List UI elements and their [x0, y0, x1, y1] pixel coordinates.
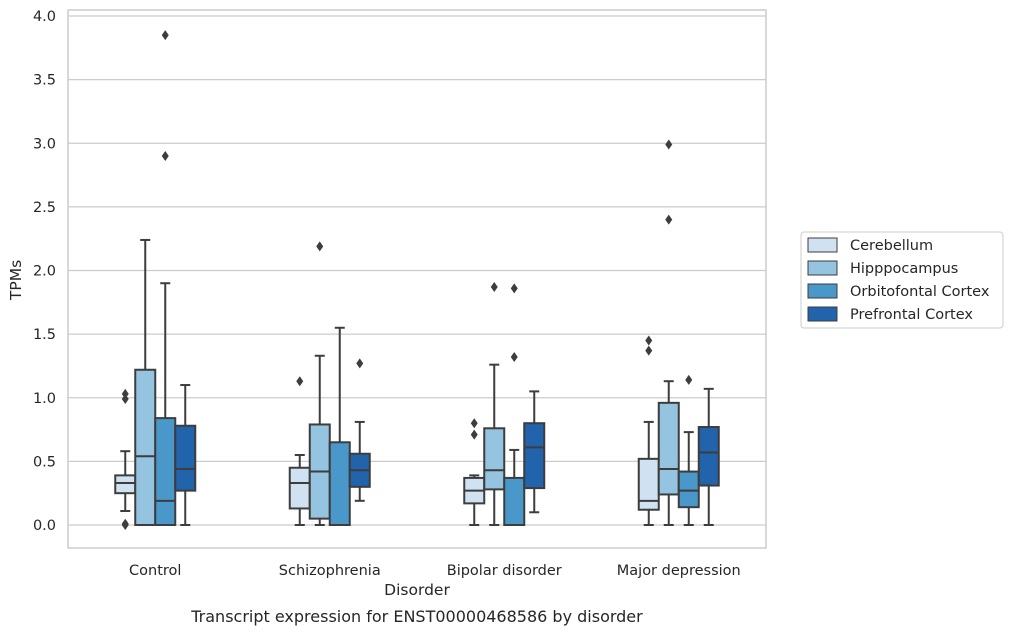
legend-swatch-0	[807, 237, 838, 253]
box-0-1	[134, 238, 157, 526]
box-body	[134, 368, 157, 526]
box-body	[503, 476, 526, 527]
y-tick-label-8: 4.0	[33, 9, 56, 25]
legend-swatch-3	[807, 306, 838, 322]
chart-caption: Transcript expression for ENST0000046858…	[190, 607, 643, 626]
box-2-3	[523, 390, 546, 514]
outlier-point-0	[316, 241, 324, 252]
box-3-0	[637, 335, 660, 526]
plot-frame	[67, 9, 767, 549]
legend-entry-2: Orbitofontal Cortex	[850, 284, 990, 300]
outlier-point-1	[665, 214, 673, 225]
legend-frame	[800, 231, 1004, 329]
y-tick-label-3: 1.5	[33, 327, 56, 343]
y-axis-label: TPMs	[7, 260, 25, 301]
box-body	[174, 424, 197, 492]
box-body	[677, 470, 700, 509]
outlier-point-0	[645, 335, 653, 346]
outlier-point-0	[161, 30, 169, 41]
box-3-2	[677, 374, 700, 526]
y-tick-label-0: 0.0	[33, 518, 56, 534]
legend-entry-0: Cerebellum	[850, 238, 933, 254]
x-tick-label-0: Control	[129, 563, 181, 579]
outlier-point-0	[665, 139, 673, 150]
box-plots	[114, 30, 720, 530]
box-0-0	[114, 388, 137, 530]
y-tick-label-4: 2.0	[33, 264, 56, 280]
outlier-point-1	[161, 150, 169, 161]
x-tick-label-1: Schizophrenia	[279, 563, 381, 579]
x-axis-label: Disorder	[384, 581, 450, 599]
y-tick-label-7: 3.5	[33, 73, 56, 89]
outlier-point-0	[121, 388, 129, 399]
box-body	[523, 422, 546, 490]
box-3-3	[697, 387, 720, 526]
y-tick-label-6: 3.0	[33, 136, 56, 152]
box-body	[328, 441, 351, 527]
box-3-1	[657, 139, 680, 526]
box-2-2	[503, 283, 526, 527]
box-body	[288, 466, 311, 510]
y-tick-label-5: 2.5	[33, 200, 56, 216]
box-1-1	[308, 241, 331, 526]
outlier-point-0	[356, 358, 364, 369]
legend-swatch-2	[807, 283, 838, 299]
legend-swatch-1	[807, 260, 838, 276]
legend-entry-3: Prefrontal Cortex	[850, 307, 973, 323]
box-2-1	[483, 282, 506, 526]
y-axis-ticks: 0.0 0.5 1.0 1.5 2.0 2.5 3.0 3.5 4.0	[33, 9, 56, 534]
outlier-point-1	[470, 429, 478, 440]
outlier-point-0	[510, 283, 518, 294]
box-body	[154, 417, 177, 526]
outlier-point-3	[121, 520, 129, 530]
y-tick-label-1: 0.5	[33, 454, 56, 470]
box-1-0	[288, 376, 311, 526]
x-axis-ticks: Control Schizophrenia Bipolar disorder Majo…	[129, 563, 741, 579]
outlier-point-0	[470, 418, 478, 429]
outlier-point-0	[490, 282, 498, 293]
outlier-point-0	[685, 374, 693, 385]
box-0-3	[174, 384, 197, 526]
box-body	[637, 457, 660, 511]
box-1-3	[348, 358, 371, 502]
x-tick-label-2: Bipolar disorder	[447, 563, 562, 579]
legend-entry-1: Hipppocampus	[850, 261, 958, 277]
x-tick-label-3: Major depression	[617, 563, 741, 579]
box-body	[697, 426, 720, 487]
box-body	[114, 474, 137, 495]
box-body	[657, 401, 680, 496]
outlier-point-1	[121, 394, 129, 405]
box-body	[483, 427, 506, 491]
outlier-point-1	[510, 352, 518, 363]
legend: Cerebellum Hipppocampus Orbitofontal Corte…	[800, 231, 1004, 329]
box-1-2	[328, 326, 351, 527]
y-tick-label-2: 1.0	[33, 391, 56, 407]
outlier-point-1	[645, 345, 653, 356]
outlier-point-0	[296, 376, 304, 387]
box-0-2	[154, 30, 177, 526]
box-2-0	[463, 418, 486, 526]
